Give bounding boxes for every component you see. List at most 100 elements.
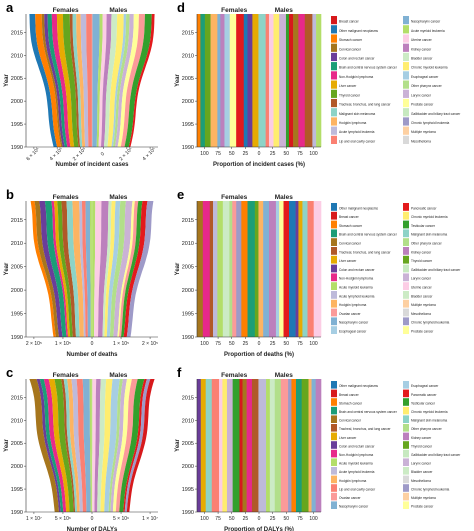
legend-swatch xyxy=(403,229,409,238)
legend-swatch xyxy=(331,264,337,273)
legend-swatch xyxy=(331,117,337,126)
stream-band xyxy=(104,201,116,337)
x-tick-label: 0 xyxy=(100,151,106,157)
stream-band xyxy=(62,14,79,147)
legend-swatch xyxy=(331,458,337,466)
stacked-band xyxy=(293,14,299,147)
stacked-band xyxy=(274,379,282,512)
y-tick-label: 2005 xyxy=(182,265,194,271)
stream-band xyxy=(120,14,145,147)
legend-swatch xyxy=(403,80,409,89)
legend-swatch xyxy=(331,492,337,501)
legend-swatch xyxy=(403,62,409,71)
stacked-band xyxy=(246,379,253,512)
y-tick-label: 2000 xyxy=(11,99,23,105)
stacked-band xyxy=(313,201,322,337)
legend-swatch xyxy=(331,52,337,62)
legend-swatch xyxy=(403,291,409,299)
stream-band xyxy=(115,14,134,147)
legend-label: Mesothelioma xyxy=(411,139,431,143)
legend-label: Stomach cancer xyxy=(339,224,363,228)
legend-label: Malignant skin melanoma xyxy=(339,112,375,116)
stream-band xyxy=(90,201,96,337)
x-axis-title: Number of deaths xyxy=(66,352,118,358)
stacked-band xyxy=(243,14,248,147)
stream-band xyxy=(103,14,118,147)
y-tick-label: 1995 xyxy=(182,312,194,318)
x-tick-label: 5 × 10⁶ xyxy=(113,516,129,522)
legend-label: Breast cancer xyxy=(339,393,360,397)
legend-label: Bladder cancer xyxy=(411,470,433,474)
x-tick-label: 0 xyxy=(91,516,94,522)
legend-label: Colon and rectum cancer xyxy=(339,444,376,448)
stacked-band xyxy=(222,201,230,337)
stream-band xyxy=(29,14,58,147)
stream-band xyxy=(113,201,133,337)
stream-band xyxy=(39,379,64,512)
legend-swatch xyxy=(403,432,409,441)
stream-band xyxy=(128,14,155,147)
y-tick-label: 1990 xyxy=(182,335,194,341)
legend-swatch xyxy=(403,317,409,326)
y-tick-label: 1990 xyxy=(182,510,194,516)
legend-label: Tracheal, bronchus, and lung cancer xyxy=(339,103,392,107)
stream-band xyxy=(82,379,91,512)
females-label: Females xyxy=(221,7,247,14)
stream-band xyxy=(41,14,63,147)
legend-label: Other pharynx cancer xyxy=(411,242,443,246)
legend-swatch xyxy=(403,211,409,220)
stream-band xyxy=(86,14,93,147)
x-tick-label: 4 × 10⁵ xyxy=(49,146,65,162)
y-tick-label: 2005 xyxy=(11,441,23,447)
y-tick-label: 2010 xyxy=(11,418,23,424)
stream-band xyxy=(124,14,152,147)
stacked-band xyxy=(247,14,253,147)
legend-label: Other pharynx cancer xyxy=(411,427,443,431)
legend-swatch xyxy=(331,211,337,220)
y-tick-label: 2015 xyxy=(11,30,23,36)
legend-label: Other malignant neoplasms xyxy=(339,384,378,388)
x-tick-label: 2 × 10⁵ xyxy=(72,146,88,162)
males-label: Males xyxy=(109,372,127,379)
x-tick-label: 25 xyxy=(243,516,249,522)
legend-label: Liver cancer xyxy=(339,84,357,88)
legend-label: Malignant skin melanoma xyxy=(411,233,447,237)
x-tick-label: 50 xyxy=(229,516,235,522)
legend-label: Larynx cancer xyxy=(411,462,432,466)
stacked-band xyxy=(232,379,240,512)
stacked-band xyxy=(298,201,303,337)
x-tick-label: 50 xyxy=(283,341,289,347)
legend-swatch xyxy=(331,80,337,89)
legend-label: Larynx cancer xyxy=(411,93,432,97)
stream-band xyxy=(81,201,88,337)
stream-band xyxy=(89,379,93,512)
legend-label: Ovarian cancer xyxy=(339,312,362,316)
y-tick-label: 2000 xyxy=(11,288,23,294)
legend-label: Non-Hodgkin lymphoma xyxy=(339,75,373,79)
legend-swatch xyxy=(403,98,409,108)
x-axis-title: Number of incident cases xyxy=(55,162,129,168)
stacked-band xyxy=(232,201,237,337)
legend-label: Hodgkin lymphoma xyxy=(339,479,367,483)
legend-label: Bladder cancer xyxy=(411,56,433,60)
stream-band xyxy=(57,201,73,337)
legend-swatch xyxy=(403,273,409,282)
y-axis-title: Year xyxy=(175,262,181,275)
legend-swatch xyxy=(403,71,409,80)
legend-swatch xyxy=(403,247,409,255)
stream-band xyxy=(110,379,127,512)
males-label: Males xyxy=(109,194,127,201)
stream-band xyxy=(51,14,71,147)
legend-label: Acute lymphoid leukemia xyxy=(339,130,375,134)
legend-label: Nasopharynx cancer xyxy=(339,321,369,325)
stream-band xyxy=(79,201,86,337)
stacked-band xyxy=(202,201,211,337)
stream-band xyxy=(47,14,68,147)
legend-swatch xyxy=(403,389,409,398)
legend-swatch xyxy=(331,273,337,282)
x-tick-label: 2 × 10⁵ xyxy=(26,341,42,347)
legend-label: Malignant skin melanoma xyxy=(411,419,447,423)
x-tick-label: 0 xyxy=(258,516,261,522)
legend-label: Esophageal cancer xyxy=(411,75,439,79)
